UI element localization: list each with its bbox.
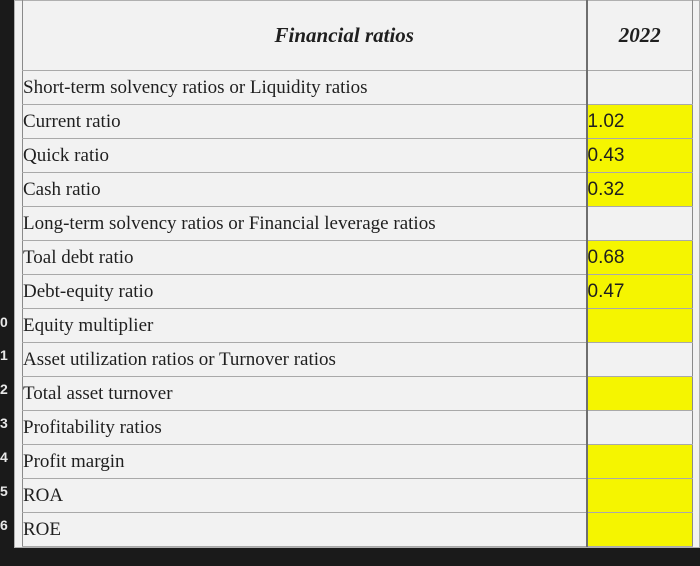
row-number-mark: 0 — [0, 314, 8, 330]
ratio-value-cell[interactable] — [585, 444, 693, 479]
year-cell[interactable]: 2022 — [585, 0, 693, 71]
spreadsheet: Financial ratios 2022 Short-term solvenc… — [14, 0, 700, 548]
ratio-row: ROE — [22, 512, 693, 547]
left-gutter: 0 1 2 3 4 5 6 — [0, 0, 14, 566]
ratio-value-cell[interactable]: 0.68 — [585, 240, 693, 275]
ratio-value-cell[interactable] — [585, 410, 693, 445]
ratio-label-cell[interactable]: Profit margin — [22, 444, 587, 479]
ratio-label-cell[interactable]: Equity multiplier — [22, 308, 587, 343]
ratio-row: ROA — [22, 478, 693, 513]
ratio-label-cell[interactable]: ROE — [22, 512, 587, 547]
row-number-mark: 4 — [0, 449, 8, 465]
section-label-cell[interactable]: Profitability ratios — [22, 410, 587, 445]
section-row: Long-term solvency ratios or Financial l… — [22, 206, 693, 241]
ratio-row: Current ratio 1.02 — [22, 104, 693, 139]
ratio-label-cell[interactable]: Quick ratio — [22, 138, 587, 173]
ratio-label-cell[interactable]: ROA — [22, 478, 587, 513]
ratio-value-cell[interactable]: 0.47 — [585, 274, 693, 309]
title-cell[interactable]: Financial ratios — [22, 0, 587, 71]
ratio-value-cell[interactable] — [585, 308, 693, 343]
ratio-row: Profit margin — [22, 444, 693, 479]
section-row: Short-term solvency ratios or Liquidity … — [22, 70, 693, 105]
ratio-label-cell[interactable]: Current ratio — [22, 104, 587, 139]
ratio-value-cell[interactable] — [585, 376, 693, 411]
ratio-value-cell[interactable]: 0.32 — [585, 172, 693, 207]
ratio-row: Quick ratio 0.43 — [22, 138, 693, 173]
section-row: Asset utilization ratios or Turnover rat… — [22, 342, 693, 377]
ratio-value-cell[interactable] — [585, 70, 693, 105]
ratio-label-cell[interactable]: Cash ratio — [22, 172, 587, 207]
ratio-label-cell[interactable]: Toal debt ratio — [22, 240, 587, 275]
ratio-value-cell[interactable] — [585, 206, 693, 241]
ratio-value-cell[interactable] — [585, 512, 693, 547]
ratio-label-cell[interactable]: Debt-equity ratio — [22, 274, 587, 309]
row-number-mark: 5 — [0, 483, 8, 499]
ratio-value-cell[interactable] — [585, 478, 693, 513]
ratio-row: Toal debt ratio 0.68 — [22, 240, 693, 275]
screen-bottom-edge — [0, 548, 700, 566]
section-row: Profitability ratios — [22, 410, 693, 445]
header-row: Financial ratios 2022 — [22, 0, 693, 71]
ratio-row: Equity multiplier — [22, 308, 693, 343]
row-number-mark: 2 — [0, 381, 8, 397]
row-number-mark: 6 — [0, 517, 8, 533]
ratio-row: Total asset turnover — [22, 376, 693, 411]
section-label-cell[interactable]: Short-term solvency ratios or Liquidity … — [22, 70, 587, 105]
section-label-cell[interactable]: Asset utilization ratios or Turnover rat… — [22, 342, 587, 377]
ratio-value-cell[interactable]: 0.43 — [585, 138, 693, 173]
ratio-label-cell[interactable]: Total asset turnover — [22, 376, 587, 411]
ratio-row: Debt-equity ratio 0.47 — [22, 274, 693, 309]
ratio-value-cell[interactable]: 1.02 — [585, 104, 693, 139]
ratio-row: Cash ratio 0.32 — [22, 172, 693, 207]
row-number-mark: 3 — [0, 415, 8, 431]
row-number-mark: 1 — [0, 347, 8, 363]
section-label-cell[interactable]: Long-term solvency ratios or Financial l… — [22, 206, 587, 241]
ratio-value-cell[interactable] — [585, 342, 693, 377]
ratios-table: Financial ratios 2022 Short-term solvenc… — [22, 0, 693, 547]
